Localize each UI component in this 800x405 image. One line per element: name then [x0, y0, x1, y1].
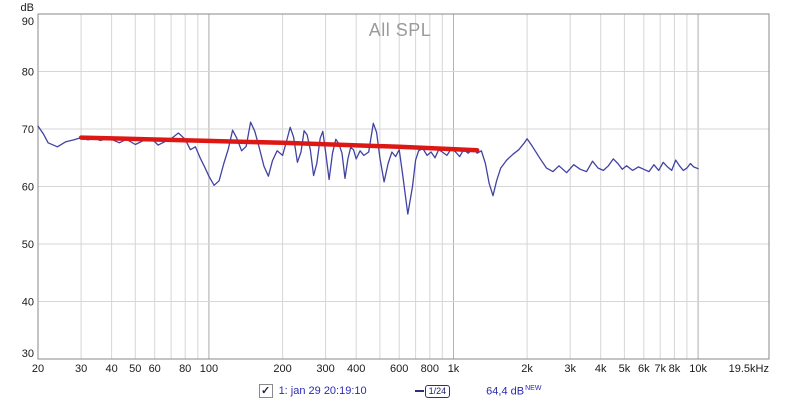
x-tick-label: 8k — [669, 363, 681, 375]
x-tick-label: 10k — [689, 363, 707, 375]
x-tick-label: 4k — [595, 363, 607, 375]
trace-checkbox[interactable] — [258, 384, 273, 398]
y-axis-unit-label: dB — [21, 2, 34, 14]
x-tick-label: 19.5kHz — [729, 363, 769, 375]
series-all-spl-trace — [37, 121, 699, 215]
y-tick-label: 30 — [22, 348, 34, 360]
x-tick-label: 3k — [564, 363, 576, 375]
y-tick-label: 80 — [22, 67, 34, 79]
x-tick-label: 5k — [619, 363, 631, 375]
y-tick-label: 60 — [22, 182, 34, 194]
chart-plot: 20 30 40 50 60 80 100 200 300 400 600 800 1k 2k 3k 4k 5k… — [21, 2, 770, 375]
trace-line-sample-icon — [414, 390, 424, 392]
x-tick-label: 800 — [421, 363, 439, 375]
x-tick-label: 40 — [105, 363, 117, 375]
x-tick-label: 80 — [179, 363, 191, 375]
x-tick-label: 100 — [200, 363, 218, 375]
spl-readout-suffix: NEW — [525, 384, 542, 392]
x-tick-label: 7k — [654, 363, 666, 375]
x-tick-label: 50 — [129, 363, 141, 375]
legend-bar: 1: jan 29 20:19:10 1/24 64,4 dBNEW — [0, 379, 800, 403]
trace-label[interactable]: 1: jan 29 20:19:10 — [278, 385, 367, 397]
x-tick-label: 600 — [390, 363, 408, 375]
y-tick-label: 50 — [22, 239, 34, 251]
x-tick-label: 1k — [448, 363, 460, 375]
x-tick-label: 60 — [149, 363, 161, 375]
y-tick-label: 70 — [22, 124, 34, 136]
series-trend-line — [78, 135, 480, 153]
x-tick-label: 2k — [521, 363, 533, 375]
x-tick-label: 6k — [638, 363, 650, 375]
smoothing-badge[interactable]: 1/24 — [414, 384, 451, 398]
y-tick-label: 40 — [22, 297, 34, 309]
x-tick-label: 30 — [75, 363, 87, 375]
x-tick-label: 20 — [32, 363, 44, 375]
spl-readout-number: 64,4 dB — [486, 385, 525, 398]
smoothing-value: 1/24 — [424, 384, 451, 398]
y-tick-label: 90 — [22, 16, 34, 28]
x-tick-label: 400 — [347, 363, 365, 375]
x-tick-label: 300 — [316, 363, 334, 375]
x-tick-label: 200 — [273, 363, 291, 375]
spl-readout: 64,4 dBNEW — [486, 385, 541, 398]
plot-border — [37, 13, 770, 360]
